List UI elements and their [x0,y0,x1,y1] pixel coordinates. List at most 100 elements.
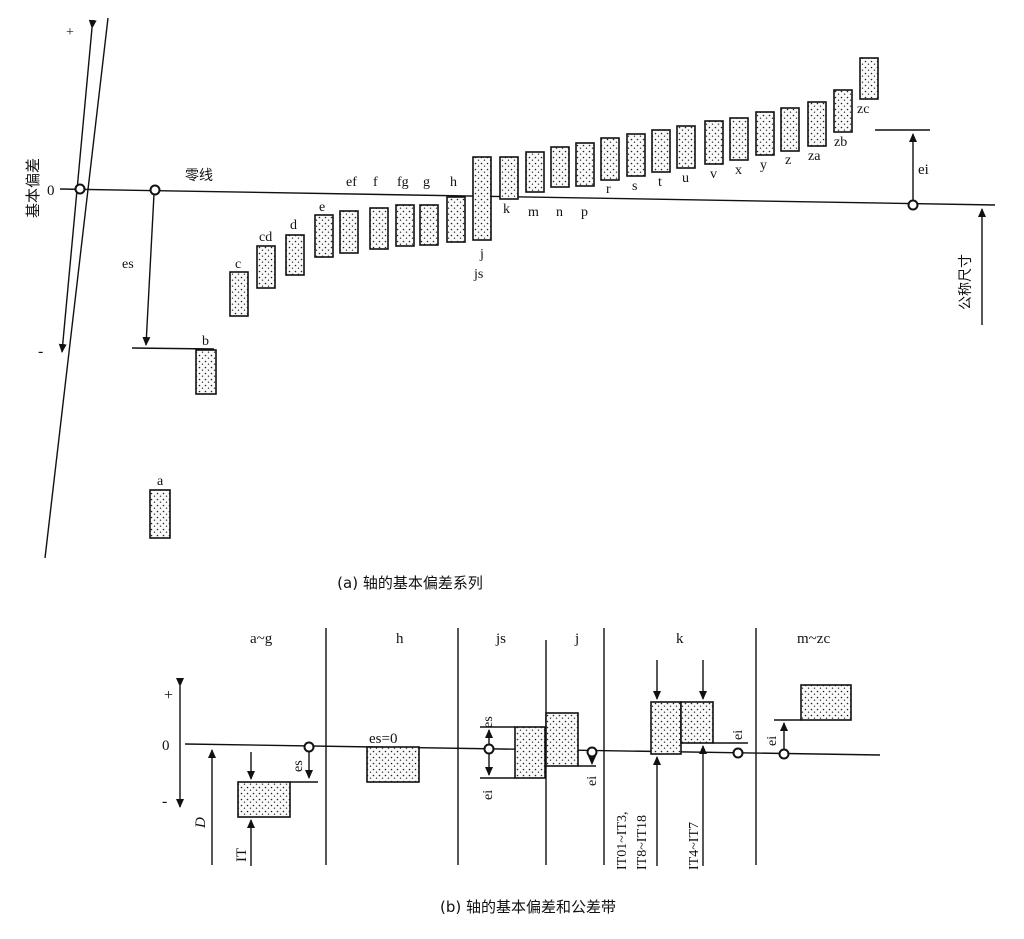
caption-b: (b) 轴的基本偏差和公差带 [440,898,616,916]
label-t: t [658,175,662,190]
es-arrow [142,193,155,346]
zone-zc [859,57,879,100]
slanted-guide-line [44,17,109,559]
j-ei-label: ei [585,776,600,786]
zone-n [550,146,570,188]
diagram-a: + - 0 基本偏差 零线 es ei 公称尺寸 [24,17,996,592]
zone-z [780,107,800,152]
es-reference-line [131,347,215,350]
j-origin-marker [586,746,598,758]
zone-g [419,204,439,246]
nominal-size-label: 公称尺寸 [958,254,974,310]
label-s: s [632,179,637,194]
label-x: x [735,163,742,178]
b-zone-k-1 [650,701,682,755]
es-zero-label: es=0 [369,731,397,747]
m-zc-ei-label: ei [765,736,780,746]
a-g-origin-marker [303,741,315,753]
b-plus-sign: + [164,687,173,704]
zone-k [499,156,519,200]
zone-a [149,489,171,539]
label-za: za [808,149,821,164]
b-minus-sign: - [162,793,167,810]
header-a-g: a~g [250,631,273,647]
zone-js [472,156,492,241]
zone-e [314,214,334,258]
label-p: p [581,205,588,220]
js-origin-marker [483,743,495,755]
header-js: js [495,631,506,647]
label-fg: fg [397,175,409,190]
diagram-b: + 0 - a~g h js j k m~zc D es IT [162,628,881,916]
label-r: r [606,182,611,197]
ei-origin-marker [907,199,919,211]
zero-line [59,188,996,206]
label-m: m [528,205,539,220]
zone-b [195,349,217,395]
label-g: g [423,175,430,190]
label-f: f [373,175,378,190]
zone-y [755,111,775,156]
zone-h [446,196,466,243]
it-label: IT [234,848,250,862]
it-range-1: IT01~IT3, [615,811,630,870]
a-g-es-label: es [291,760,306,772]
header-m-zc: m~zc [797,631,830,647]
it-range-3: IT4~IT7 [687,822,702,870]
zone-u [676,125,696,169]
label-a: a [157,474,164,489]
zone-fg [395,204,415,247]
label-zb: zb [834,135,847,150]
column-headers: a~g h js j k m~zc [250,631,830,647]
es-origin-marker [149,184,161,196]
zone-c [229,271,249,317]
k-ei-label: ei [731,730,746,740]
js-es-label: es [481,716,496,728]
zone-cd [256,245,276,289]
label-c: c [235,257,241,272]
label-h: h [450,175,457,190]
label-n: n [556,205,563,220]
axis-title: 基本偏差 [24,158,42,218]
ei-tolerance-zones [499,57,879,200]
axis-plus-sign: + [66,25,74,40]
zone-za [807,101,827,147]
zone-p [575,142,595,187]
ei-label: ei [918,162,929,178]
caption-a: (a) 轴的基本偏差系列 [337,574,483,592]
label-v: v [710,167,717,182]
b-zero-label: 0 [162,738,170,754]
header-k: k [676,631,684,647]
label-js: js [473,267,483,282]
zone-s [626,133,646,177]
zero-point-marker [74,183,86,195]
b-zone-k-2 [680,701,714,744]
axis-zero-label: 0 [47,183,55,199]
label-cd: cd [259,230,272,245]
label-y: y [760,158,767,173]
js-ei-label: ei [481,790,496,800]
label-zc: zc [857,102,869,117]
es-tolerance-zones [149,156,492,539]
zone-t [651,129,671,173]
it-range-2: IT8~IT18 [635,815,650,870]
b-zone-js [514,726,546,779]
label-d: d [290,218,297,233]
label-k: k [503,202,510,217]
d-label: D [193,817,209,829]
b-zone-j [545,712,579,767]
zone-d [285,234,305,276]
k-origin-marker [732,747,744,759]
label-ef: ef [346,175,357,190]
zone-ef [339,210,359,254]
es-label: es [122,257,134,272]
zone-r [600,137,620,181]
label-j: j [479,247,484,262]
zone-x [729,117,749,161]
zero-line-label: 零线 [185,168,213,184]
b-zone-a-g [237,781,291,818]
zone-m [525,151,545,193]
label-u: u [682,171,689,186]
zone-zb [833,89,853,133]
